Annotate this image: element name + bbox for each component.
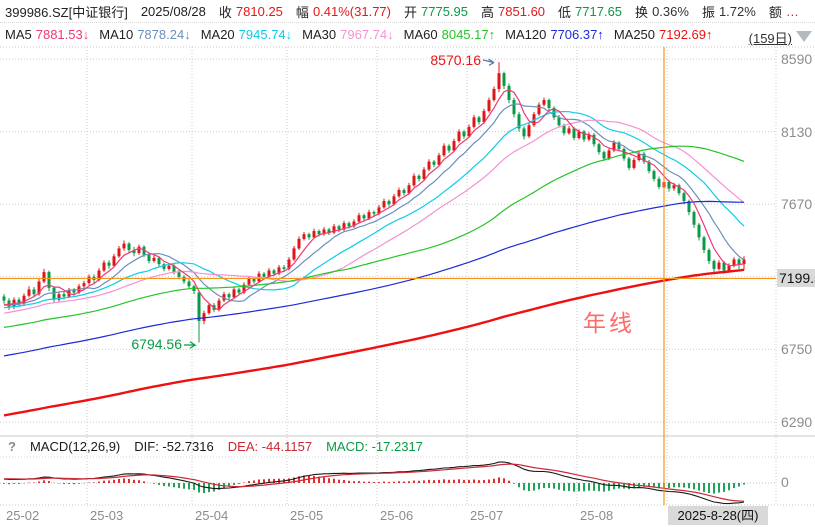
ma-legend-ma30: MA30 7967.74↓ xyxy=(302,27,394,42)
year-line-annotation: 年线 xyxy=(583,310,635,336)
period-selector[interactable]: (159日) xyxy=(748,31,792,46)
date-axis-label: 25-06 xyxy=(380,508,414,523)
crosshair-price-marker: 7199.5 xyxy=(777,269,815,287)
quote-title-bar: 399986.SZ[中证银行] 2025/08/28 收 7810.25 幅 0.41… xyxy=(0,0,815,23)
quote-field-0: 收 7810.25 xyxy=(218,3,283,20)
price-axis-label: 6750 xyxy=(781,341,813,357)
macd-params-label: MACD(12,26,9) xyxy=(29,438,121,454)
macd-macd-value: MACD: -17.2317 xyxy=(326,438,423,454)
quote-field-2: 开 7775.95 xyxy=(404,3,469,20)
lowest-price-label: 6794.56 xyxy=(131,336,182,352)
macd-dif-value: DIF: -52.7316 xyxy=(134,438,214,454)
price-axis-label: 7670 xyxy=(781,196,813,212)
date-axis-label: 25-04 xyxy=(195,508,229,523)
quote-field-3: 高 7851.60 xyxy=(481,3,546,20)
quote-field-6: 振 1.72% xyxy=(701,3,756,20)
date-axis-label: 25-07 xyxy=(470,508,504,523)
date-axis-label: 25-03 xyxy=(90,508,124,523)
quote-date: 2025/08/28 xyxy=(140,3,206,19)
symbol-name: 399986.SZ[中证银行] xyxy=(5,4,128,20)
ma-legend-ma10: MA10 7878.24↓ xyxy=(99,27,191,42)
macd-dea-value: DEA: -44.1157 xyxy=(227,438,313,454)
quote-field-1: 幅 0.41%(31.77) xyxy=(295,3,391,20)
price-axis-label: 8590 xyxy=(781,51,813,67)
ma-legend-ma60: MA60 8045.17↑ xyxy=(403,27,496,42)
quote-field-7: 额… xyxy=(768,3,799,20)
macd-zero-axis-label: 0 xyxy=(781,474,789,490)
crosshair-date-marker: 2025-8-28(四) xyxy=(668,506,768,525)
date-axis-label: 25-05 xyxy=(290,508,324,523)
ma-indicator-bar: MA5 7881.53↓ MA10 7878.24↓ MA20 7945.74↓ MA30 7… xyxy=(0,23,815,46)
ma-legend-ma250: MA250 7192.69↑ xyxy=(613,27,713,42)
date-axis-label: 25-08 xyxy=(580,508,614,523)
ma-legend-ma120: MA120 7706.37↑ xyxy=(505,27,604,42)
price-axis-label: 8130 xyxy=(781,124,813,140)
period-dropdown-icon[interactable] xyxy=(796,31,812,42)
price-axis-label: 6290 xyxy=(781,414,813,430)
macd-indicator-bar: ? MACD(12,26,9) DIF: -52.7316 DEA: -44.1… xyxy=(0,436,815,456)
highest-price-label: 8570.16 xyxy=(430,52,481,68)
ma-legend-ma20: MA20 7945.74↓ xyxy=(200,27,293,42)
ma-legend-ma5: MA5 7881.53↓ xyxy=(5,27,90,42)
quote-field-5: 换 0.36% xyxy=(635,3,689,20)
quote-field-4: 低 7717.65 xyxy=(558,3,623,20)
date-axis-label: 25-02 xyxy=(6,508,40,523)
help-icon[interactable]: ? xyxy=(8,438,16,454)
